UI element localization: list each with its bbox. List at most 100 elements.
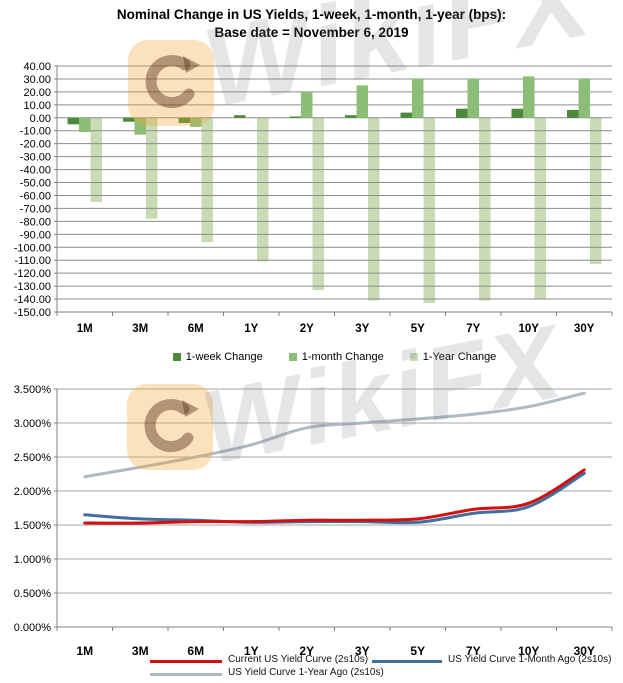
x-axis-label: 3Y (355, 644, 370, 658)
y-axis-label: -10.00 (20, 126, 51, 138)
legend-label: 1-week Change (185, 351, 263, 363)
series-line (83, 391, 586, 479)
bar-chart-canvas: 40.0030.0020.0010.000.00-10.00-20.00-30.… (14, 61, 613, 335)
x-axis-label: 5Y (410, 644, 425, 658)
y-axis-label: -80.00 (20, 216, 51, 228)
grid-layer (57, 65, 612, 313)
x-axis-label: 10Y (518, 644, 539, 658)
legend-marker (172, 353, 181, 361)
bar (368, 117, 380, 301)
y-axis-label: 0.00 (30, 113, 51, 125)
bar (146, 117, 158, 219)
y-axis-label: 40.00 (23, 61, 51, 73)
y-axis-label: 20.00 (23, 87, 51, 99)
bar (511, 108, 523, 118)
bar (312, 117, 324, 290)
bar (467, 78, 479, 118)
y-axis-label: 3.000% (14, 418, 52, 430)
bar (123, 117, 135, 122)
x-axis-label: 1M (77, 323, 93, 335)
bar (67, 117, 79, 125)
bar (190, 117, 202, 127)
y-axis-label: -40.00 (20, 165, 51, 177)
legend-item: 1-Year Change (409, 351, 497, 363)
series-layer (67, 76, 590, 135)
bar (289, 116, 301, 118)
y-axis-label: -120.00 (14, 268, 51, 280)
series-layer (83, 391, 586, 525)
legend-label: US Yield Curve 1-Month Ago (2s10s) (448, 654, 612, 665)
bar (301, 91, 313, 118)
x-axis-label: 3M (132, 644, 149, 658)
legend-marker (150, 660, 222, 663)
bar (345, 115, 357, 118)
series-line (83, 471, 586, 525)
x-axis-label: 5Y (411, 323, 425, 335)
y-axis-label: 2.500% (14, 452, 52, 464)
legend-label: 1-Year Change (422, 351, 497, 363)
bar-chart-title: Nominal Change in US Yields, 1-week, 1-m… (0, 6, 623, 42)
bar (578, 78, 590, 118)
bar (412, 78, 424, 118)
y-axis-label: -50.00 (20, 178, 51, 190)
axis-layer: 40.0030.0020.0010.000.00-10.00-20.00-30.… (14, 61, 613, 335)
bar (590, 117, 602, 265)
x-axis-label: 7Y (466, 323, 480, 335)
bar (79, 117, 91, 132)
legend-item: 1-week Change (172, 351, 263, 363)
bar (423, 117, 435, 303)
x-axis-label: 2Y (299, 644, 314, 658)
y-axis-label: -140.00 (14, 294, 51, 306)
x-axis-label: 6M (188, 323, 204, 335)
x-axis-label: 10Y (519, 323, 540, 335)
bar (134, 117, 146, 135)
x-axis-label: 1M (76, 644, 93, 658)
y-axis-label: 10.00 (23, 100, 51, 112)
x-axis-label: 30Y (574, 323, 595, 335)
y-axis-label: 1.000% (14, 554, 52, 566)
x-axis-label: 7Y (466, 644, 481, 658)
under-layer (90, 117, 602, 303)
y-axis-label: -30.00 (20, 152, 51, 164)
x-axis-label: 1Y (244, 644, 259, 658)
y-axis-label: -90.00 (20, 229, 51, 241)
legend-label: US Yield Curve 1-Year Ago (2s10s) (228, 667, 384, 678)
y-axis-label: 30.00 (23, 74, 51, 86)
y-axis-label: -110.00 (15, 255, 52, 267)
y-axis-label: -60.00 (20, 190, 51, 202)
y-axis-label: -150.00 (14, 307, 51, 319)
bar (400, 112, 412, 118)
y-axis-label: 1.500% (14, 520, 52, 532)
series-line (83, 468, 586, 525)
bar-chart-title-line1: Nominal Change in US Yields, 1-week, 1-m… (116, 7, 507, 22)
legend-label: 1-month Change (301, 351, 384, 363)
legend-marker (150, 673, 222, 676)
axis-layer: 3.500% 3.000% 2.500% 2.000% 1.500% 1.000% 0.50… (14, 384, 613, 658)
x-axis-label: 3Y (355, 323, 369, 335)
x-axis-label: 30Y (574, 644, 595, 658)
x-axis-label: 3M (132, 323, 148, 335)
y-axis-label: -70.00 (20, 203, 51, 215)
x-axis-label: 2Y (300, 323, 314, 335)
x-axis-label: 6M (187, 644, 204, 658)
bar (523, 76, 535, 118)
legend-label: Current US Yield Curve (2s10s) (228, 654, 369, 665)
bar (201, 117, 213, 243)
bar (90, 117, 102, 202)
y-axis-label: -100.00 (14, 242, 51, 254)
legend-marker (409, 353, 418, 361)
bar (178, 117, 190, 123)
x-axis-label: 1Y (244, 323, 258, 335)
bar (567, 110, 579, 118)
y-axis-label: 0.500% (14, 588, 52, 600)
y-axis-label: 3.500% (14, 384, 52, 396)
y-axis-label: -130.00 (14, 281, 51, 293)
y-axis-label: 2.000% (14, 486, 52, 498)
y-axis-label: 0.000% (14, 622, 52, 634)
bar (456, 108, 468, 118)
legend-marker (288, 353, 297, 361)
bar (257, 117, 269, 262)
bar-chart-title-line2: Base date = November 6, 2019 (214, 25, 409, 40)
bar (234, 115, 246, 118)
